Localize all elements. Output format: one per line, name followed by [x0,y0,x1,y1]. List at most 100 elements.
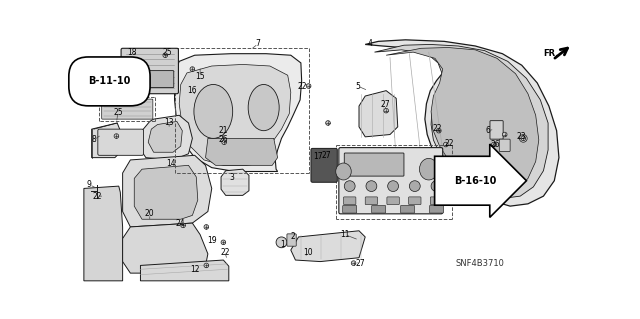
Circle shape [204,263,209,268]
Circle shape [492,142,496,147]
Text: 27: 27 [356,259,365,268]
Text: 13: 13 [164,118,174,127]
Polygon shape [221,169,249,195]
Text: 22: 22 [92,192,102,201]
Text: 15: 15 [195,72,205,81]
Circle shape [436,128,441,133]
Text: 19: 19 [207,236,216,245]
FancyBboxPatch shape [98,129,143,155]
Text: 25: 25 [113,108,123,117]
Text: 26: 26 [491,140,500,149]
FancyBboxPatch shape [125,70,174,87]
Circle shape [307,84,311,88]
Polygon shape [179,64,291,165]
FancyBboxPatch shape [401,205,415,213]
Polygon shape [374,44,548,198]
Polygon shape [205,138,278,165]
Polygon shape [365,40,559,206]
Text: 1: 1 [281,240,285,249]
Circle shape [163,53,168,57]
Text: 27: 27 [381,100,390,109]
Polygon shape [123,155,212,227]
Polygon shape [138,115,193,160]
Polygon shape [148,122,182,152]
Polygon shape [386,48,539,194]
Text: 16: 16 [187,86,196,95]
Polygon shape [84,186,123,281]
Polygon shape [359,91,397,137]
Text: 21: 21 [219,126,228,135]
Text: 20: 20 [145,209,155,218]
Polygon shape [291,231,365,262]
Text: 6: 6 [486,126,491,135]
Text: 14: 14 [166,159,176,168]
Circle shape [502,132,507,137]
Polygon shape [134,165,198,219]
Text: 9: 9 [87,180,92,189]
Text: 22: 22 [220,248,230,257]
Ellipse shape [388,181,399,191]
FancyBboxPatch shape [343,205,356,213]
FancyBboxPatch shape [339,148,443,214]
Text: 10: 10 [303,248,313,257]
Polygon shape [123,223,208,273]
Text: SNF4B3710: SNF4B3710 [456,259,505,268]
FancyBboxPatch shape [287,234,296,246]
Text: B-16-10: B-16-10 [454,176,497,186]
Text: 26: 26 [219,136,228,145]
Text: FR.: FR. [543,49,559,58]
FancyBboxPatch shape [344,153,404,176]
FancyBboxPatch shape [490,121,503,139]
Polygon shape [92,123,120,158]
Polygon shape [140,260,229,281]
FancyBboxPatch shape [365,197,378,204]
Text: 24: 24 [176,219,186,228]
FancyBboxPatch shape [121,48,179,94]
Circle shape [276,237,287,248]
Circle shape [326,121,330,125]
FancyBboxPatch shape [430,197,443,204]
Text: 4: 4 [367,39,372,48]
Text: 3: 3 [230,173,234,182]
Circle shape [221,240,226,245]
Ellipse shape [431,181,442,191]
Ellipse shape [419,159,438,180]
Text: 25: 25 [163,48,172,57]
Text: 8: 8 [92,136,97,145]
Ellipse shape [194,85,233,138]
Circle shape [222,140,227,145]
Ellipse shape [248,85,279,131]
FancyBboxPatch shape [311,148,337,182]
Ellipse shape [344,181,355,191]
Text: 22: 22 [444,139,454,148]
Text: 22: 22 [298,82,307,91]
Circle shape [384,108,388,113]
Text: 5: 5 [355,82,360,91]
Circle shape [520,135,527,142]
Text: 7: 7 [256,39,260,48]
Circle shape [521,136,525,141]
Text: 2: 2 [291,233,296,241]
Circle shape [351,261,356,265]
Ellipse shape [366,181,377,191]
Circle shape [180,223,186,228]
Text: 11: 11 [340,230,350,239]
FancyBboxPatch shape [372,205,386,213]
FancyBboxPatch shape [429,205,444,213]
Circle shape [190,67,195,71]
Circle shape [444,142,448,147]
Text: B-11-10: B-11-10 [88,76,131,86]
Text: 12: 12 [190,265,200,274]
Text: 23: 23 [516,132,526,141]
Text: 22: 22 [433,124,442,133]
Text: 17: 17 [313,152,323,161]
FancyBboxPatch shape [499,139,510,152]
FancyBboxPatch shape [408,197,421,204]
FancyBboxPatch shape [344,197,356,204]
Polygon shape [175,54,301,172]
FancyBboxPatch shape [387,197,399,204]
Ellipse shape [336,163,351,180]
Circle shape [114,134,119,138]
Ellipse shape [410,181,420,191]
FancyBboxPatch shape [102,99,153,119]
